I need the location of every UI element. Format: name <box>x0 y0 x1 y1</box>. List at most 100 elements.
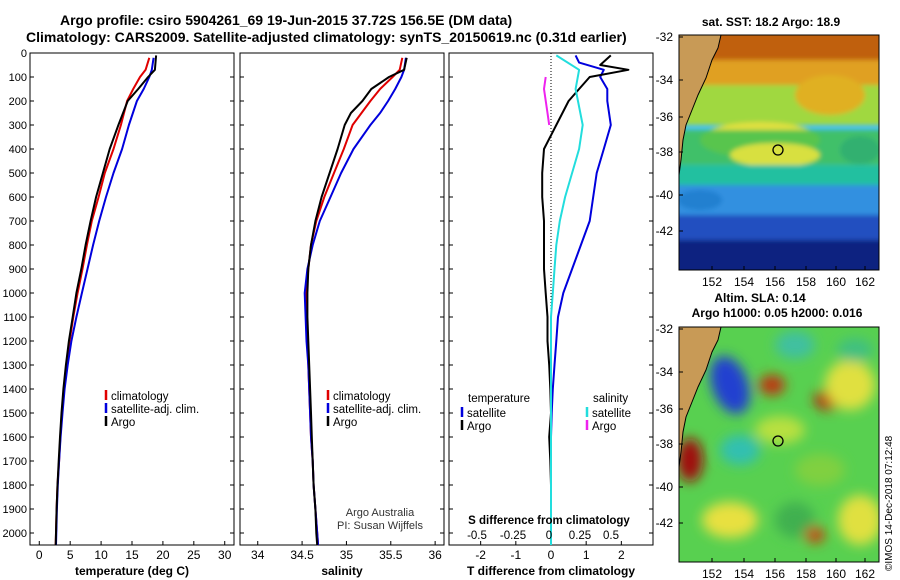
sst-map-xtick-label: 152 <box>702 275 722 289</box>
sla-map-title-2: Argo h1000: 0.05 h2000: 0.016 <box>692 306 863 320</box>
difference-inner-label: S difference from climatology <box>468 515 630 527</box>
page-header: Argo profile: csiro 5904261_69 19-Jun-20… <box>0 0 660 46</box>
sst-map-ytick-label: -42 <box>656 224 674 238</box>
temperature-legend-label: climatology <box>111 391 169 403</box>
sla-map-axes: 152 154 156 158 160 162 -32 -34 -36 -38 -40 -42 <box>656 322 876 580</box>
difference-xtick-label: 1 <box>583 548 590 562</box>
panel-temperature: 0100200300400500600700800900100011001200… <box>3 48 235 578</box>
temperature-frame <box>29 52 235 546</box>
salinity-series-argo <box>306 57 408 546</box>
sst-map-axes: 152 154 156 158 160 162 -32 -34 -36 -38 -40 -42 <box>656 30 876 289</box>
temperature-xtick-label: 20 <box>156 548 170 562</box>
temperature-xtick-label: 25 <box>187 548 201 562</box>
credit-line: Argo Australia <box>346 507 415 519</box>
sst-map-xtick-label: 158 <box>796 275 816 289</box>
sst-map-ytick-label: -32 <box>656 30 674 44</box>
legend-salinity-label: satellite <box>592 408 631 420</box>
difference-xtick-label: 2 <box>618 548 625 562</box>
salinity-xtick-label: 34.5 <box>290 548 314 562</box>
sla-map-ytick-label: -40 <box>656 480 674 494</box>
difference-series-salinity-argo <box>543 76 551 126</box>
sla-map-xtick-label: 158 <box>796 567 816 580</box>
depth-tick-label: 1600 <box>3 432 27 444</box>
sla-coastline <box>679 327 722 468</box>
depth-tick-label: 1500 <box>3 408 27 420</box>
depth-tick-label: 1000 <box>3 288 27 300</box>
sla-map-xtick-label: 152 <box>702 567 722 580</box>
depth-tick-label: 100 <box>9 72 27 84</box>
credit-line: PI: Susan Wijffels <box>337 520 423 532</box>
sla-map-xtick-label: 154 <box>734 567 754 580</box>
temperature-legend-label: Argo <box>111 417 135 429</box>
sla-map-ytick-label: -32 <box>656 322 674 336</box>
difference-xtick-label: -2 <box>475 548 486 562</box>
sst-map-ytick-label: -40 <box>656 188 674 202</box>
sla-map-ytick-label: -42 <box>656 516 674 530</box>
depth-tick-label: 500 <box>9 168 27 180</box>
difference-xtick-label: -1 <box>510 548 521 562</box>
sst-map-ytick-label: -36 <box>656 110 674 124</box>
salinity-xtick-label: 35.5 <box>379 548 403 562</box>
difference-xlabel: T difference from climatology <box>467 564 635 578</box>
salinity-xtick-label: 34 <box>251 548 265 562</box>
sst-map-xtick-label: 160 <box>826 275 846 289</box>
depth-tick-label: 400 <box>9 144 27 156</box>
sla-field <box>679 331 879 545</box>
salinity-legend-label: Argo <box>333 417 357 429</box>
sla-land <box>679 327 721 467</box>
sst-map-xtick-label: 154 <box>734 275 754 289</box>
sst-field <box>679 35 879 270</box>
salinity-xlabel: salinity <box>321 564 363 578</box>
temperature-xtick-label: 5 <box>67 548 74 562</box>
sla-map-ytick-label: -38 <box>656 437 674 451</box>
difference-inner-tick-label: 0.25 <box>569 530 591 542</box>
sla-map-ytick-label: -36 <box>656 402 674 416</box>
profile-panels: 0100200300400500600700800900100011001200… <box>3 48 654 578</box>
panel-difference: -2 -1 0 1 2 T difference from climatology temp… <box>448 52 654 578</box>
legend-salinity-title: salinity <box>593 393 628 405</box>
salinity-legend-label: climatology <box>333 391 391 403</box>
difference-inner-tick-label: 0.5 <box>603 530 619 542</box>
sla-float-marker <box>772 435 784 447</box>
legend-salinity-label: Argo <box>592 421 616 433</box>
depth-tick-label: 0 <box>21 48 27 60</box>
depth-tick-label: 900 <box>9 264 27 276</box>
sst-map-title: sat. SST: 18.2 Argo: 18.9 <box>702 15 841 29</box>
difference-inner-tick-label: -0.25 <box>500 530 526 542</box>
depth-tick-label: 800 <box>9 240 27 252</box>
temperature-xtick-label: 0 <box>36 548 43 562</box>
sst-land <box>679 35 721 175</box>
sst-map-ytick-label: -38 <box>656 145 674 159</box>
salinity-frame <box>239 52 445 546</box>
salinity-xtick-label: 35 <box>340 548 354 562</box>
legend-temperature-title: temperature <box>468 393 530 405</box>
sla-map-title-1: Altim. SLA: 0.14 <box>714 291 806 305</box>
depth-tick-label: 600 <box>9 192 27 204</box>
sst-coastline <box>679 35 722 176</box>
salinity-legend-label: satellite-adj. clim. <box>333 404 421 416</box>
difference-xtick-label: 0 <box>548 548 555 562</box>
sst-map-ytick-label: -34 <box>656 73 674 87</box>
sst-map-xtick-label: 156 <box>765 275 785 289</box>
panel-salinity: 34 34.5 35 35.5 36 salinity climatologysatelli… <box>239 52 445 578</box>
depth-tick-label: 1700 <box>3 456 27 468</box>
depth-tick-label: 700 <box>9 216 27 228</box>
sla-map: Altim. SLA: 0.14 Argo h1000: 0.05 h2000:… <box>656 291 880 580</box>
sst-float-marker <box>772 144 784 156</box>
difference-inner-tick-label: -0.5 <box>467 530 487 542</box>
salinity-xtick-label: 36 <box>428 548 442 562</box>
temperature-xlabel: temperature (deg C) <box>75 564 189 578</box>
sla-map-xtick-label: 156 <box>765 567 785 580</box>
depth-tick-label: 1100 <box>3 312 27 324</box>
temperature-xtick-label: 15 <box>125 548 139 562</box>
sst-map-xtick-label: 162 <box>855 275 875 289</box>
depth-tick-label: 1200 <box>3 336 27 348</box>
difference-inner-tick-label: 0 <box>546 530 552 542</box>
sla-map-xtick-label: 162 <box>855 567 875 580</box>
temperature-series-argo <box>54 55 158 546</box>
difference-series-salinity-satellite <box>550 54 584 545</box>
depth-tick-label: 300 <box>9 120 27 132</box>
sst-map: sat. SST: 18.2 Argo: 18.9 152 154 156 158 16… <box>656 15 880 289</box>
sla-map-ytick-label: -34 <box>656 365 674 379</box>
